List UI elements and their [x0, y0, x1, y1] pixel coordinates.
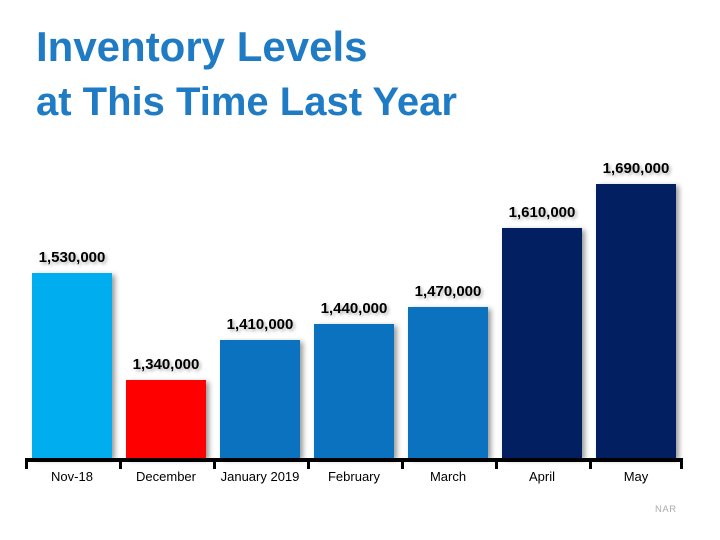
chart-title-line1: Inventory Levels [36, 23, 368, 70]
category-label-6: May [623, 469, 649, 484]
category-label-4: March [429, 469, 467, 484]
bar-4 [408, 307, 488, 458]
category-axis-labels: Nov-18 December January 2019 February March A… [25, 469, 683, 489]
axis-tick-5 [495, 462, 498, 469]
axis-tick-1 [119, 462, 122, 469]
bar-0 [32, 273, 112, 458]
x-axis-line [25, 458, 683, 462]
value-label-4: 1,470,000 [414, 283, 482, 300]
axis-tick-6 [589, 462, 592, 469]
axis-tick-4 [401, 462, 404, 469]
axis-tick-3 [307, 462, 310, 469]
axis-tick-7 [680, 462, 683, 469]
value-label-2: 1,410,000 [226, 316, 294, 333]
category-label-0: Nov-18 [51, 469, 93, 484]
category-label-2: January 2019 [220, 469, 300, 484]
value-label-6: 1,690,000 [602, 160, 670, 177]
bar-2 [220, 340, 300, 458]
bar-3 [314, 324, 394, 458]
category-label-5: April [528, 469, 555, 484]
chart-title-line2: at This Time Last Year [36, 80, 457, 125]
bar-5 [502, 228, 582, 458]
category-label-3: February [327, 469, 381, 484]
chart-title: Inventory Levels at This Time Last Year [36, 22, 457, 126]
axis-tick-0 [25, 462, 28, 469]
value-label-3: 1,440,000 [320, 300, 388, 317]
source-note: NAR [655, 504, 677, 515]
axis-tick-2 [213, 462, 216, 469]
category-label-1: December [136, 469, 196, 484]
value-label-5: 1,610,000 [508, 204, 576, 221]
value-label-1: 1,340,000 [132, 356, 200, 373]
value-label-0: 1,530,000 [38, 249, 106, 266]
bar-1 [126, 380, 206, 458]
plot-area: 1,530,000 1,340,000 1,410,000 1,440,000 1,47… [25, 150, 683, 458]
bar-6 [596, 184, 676, 458]
